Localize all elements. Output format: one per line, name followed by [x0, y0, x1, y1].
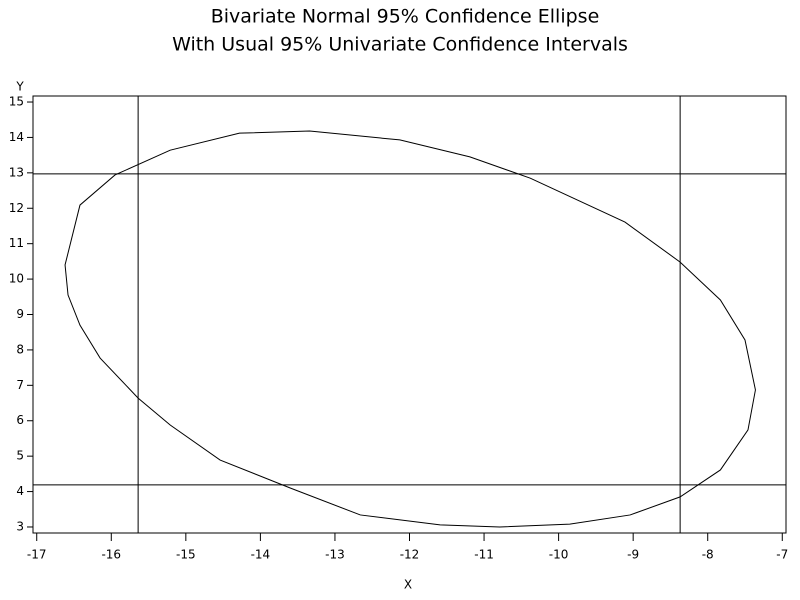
y-tick-label: 3	[16, 519, 24, 533]
x-tick-label: -17	[27, 548, 47, 562]
y-tick-label: 9	[16, 307, 24, 321]
y-tick-label: 15	[9, 95, 24, 109]
y-tick-label: 12	[9, 201, 24, 215]
ellipse-line	[64, 130, 756, 528]
y-tick-label: 4	[16, 484, 24, 498]
y-tick-label: 10	[9, 272, 24, 286]
y-tick-label: 5	[16, 449, 24, 463]
chart-title: Bivariate Normal 95% Confidence Ellipse	[211, 6, 600, 28]
x-tick-label: -12	[400, 548, 420, 562]
x-tick-label: -8	[702, 548, 714, 562]
x-tick-label: -7	[776, 548, 788, 562]
x-tick-label: -9	[627, 548, 639, 562]
y-axis-label: Y	[15, 80, 24, 94]
y-tick-label: 6	[16, 413, 24, 427]
chart-subtitle: With Usual 95% Univariate Confidence Int…	[172, 34, 628, 56]
x-tick-label: -13	[325, 548, 345, 562]
x-tick-label: -15	[176, 548, 196, 562]
x-tick-label: -11	[474, 548, 494, 562]
y-tick-label: 13	[9, 165, 24, 179]
y-tick-label: 8	[16, 342, 24, 356]
x-tick-label: -10	[549, 548, 569, 562]
y-tick-label: 14	[9, 130, 24, 144]
y-tick-label: 11	[9, 236, 24, 250]
y-tick-label: 7	[16, 378, 24, 392]
x-tick-label: -14	[251, 548, 271, 562]
x-axis-label: X	[404, 578, 412, 592]
x-tick-label: -16	[101, 548, 121, 562]
